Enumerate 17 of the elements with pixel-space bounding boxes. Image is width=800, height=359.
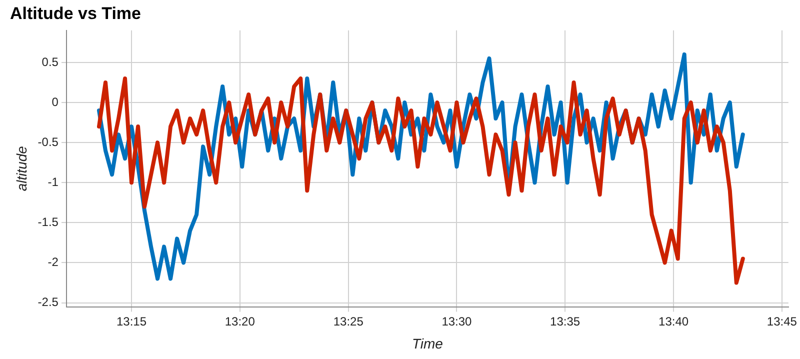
y-tick-label: -2: [48, 255, 59, 270]
y-tick-label: -2.5: [38, 295, 59, 310]
x-tick-label: 13:25: [333, 314, 364, 328]
x-tick-label: 13:20: [224, 314, 256, 328]
y-tick-label: -1: [48, 174, 59, 189]
y-tick-label: 0.5: [42, 54, 59, 69]
y-axis-title: altitude: [13, 146, 30, 192]
x-tick-label: 13:40: [658, 314, 689, 328]
x-tick-label: 13:30: [442, 314, 472, 328]
x-tick-label: 13:15: [116, 314, 147, 328]
x-tick-label: 13:35: [550, 314, 580, 328]
chart-title: Altitude vs Time: [10, 4, 141, 23]
x-axis-title: Time: [412, 335, 444, 352]
y-tick-label: -0.5: [38, 134, 59, 149]
x-tick-label: 13:45: [766, 314, 798, 328]
y-tick-label: 0: [52, 94, 59, 109]
y-tick-label: -1.5: [38, 214, 59, 229]
